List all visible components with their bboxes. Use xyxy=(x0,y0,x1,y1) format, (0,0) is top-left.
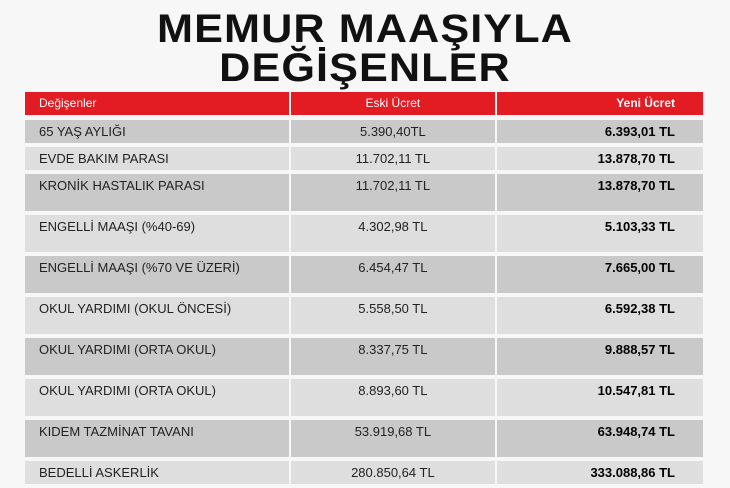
table-row: ENGELLİ MAAŞI (%70 VE ÜZERİ) 6.454,47 TL 7… xyxy=(25,256,703,293)
header-old: Eski Ücret xyxy=(291,92,495,115)
row-new-value: 5.103,33 TL xyxy=(496,215,703,252)
row-old-value: 5.390,40TL xyxy=(291,120,495,143)
row-old-value: 8.337,75 TL xyxy=(291,338,495,375)
table-row: KIDEM TAZMİNAT TAVANI 53.919,68 TL 63.948,… xyxy=(25,420,703,457)
header-new: Yeni Ücret xyxy=(496,92,703,115)
benefits-table: Değişenler Eski Ücret Yeni Ücret 65 YAŞ … xyxy=(25,92,703,488)
row-new-value: 6.592,38 TL xyxy=(496,297,703,334)
table-row: 65 YAŞ AYLIĞI 5.390,40TL 6.393,01 TL xyxy=(25,120,703,143)
row-old-value: 5.558,50 TL xyxy=(291,297,495,334)
row-new-value: 9.888,57 TL xyxy=(496,338,703,375)
table-header: Değişenler Eski Ücret Yeni Ücret xyxy=(25,92,703,115)
row-new-value: 13.878,70 TL xyxy=(496,174,703,211)
row-old-value: 11.702,11 TL xyxy=(291,174,495,211)
row-name: BEDELLİ ASKERLİK xyxy=(25,461,290,484)
row-old-value: 53.919,68 TL xyxy=(291,420,495,457)
row-new-value: 63.948,74 TL xyxy=(496,420,703,457)
header-name: Değişenler xyxy=(25,92,290,115)
row-name: OKUL YARDIMI (OKUL ÖNCESİ) xyxy=(25,297,290,334)
table-row: BEDELLİ ASKERLİK 280.850,64 TL 333.088,86 … xyxy=(25,461,703,484)
row-new-value: 10.547,81 TL xyxy=(496,379,703,416)
row-name: ENGELLİ MAAŞI (%40-69) xyxy=(25,215,290,252)
row-old-value: 8.893,60 TL xyxy=(291,379,495,416)
row-name: ENGELLİ MAAŞI (%70 VE ÜZERİ) xyxy=(25,256,290,293)
row-new-value: 333.088,86 TL xyxy=(496,461,703,484)
table-row: KRONİK HASTALIK PARASI 11.702,11 TL 13.878… xyxy=(25,174,703,211)
row-name: EVDE BAKIM PARASI xyxy=(25,147,290,170)
row-old-value: 6.454,47 TL xyxy=(291,256,495,293)
table-row: OKUL YARDIMI (ORTA OKUL) 8.337,75 TL 9.888… xyxy=(25,338,703,375)
row-new-value: 6.393,01 TL xyxy=(496,120,703,143)
row-name: 65 YAŞ AYLIĞI xyxy=(25,120,290,143)
row-name: KRONİK HASTALIK PARASI xyxy=(25,174,290,211)
row-old-value: 11.702,11 TL xyxy=(291,147,495,170)
table-row: OKUL YARDIMI (ORTA OKUL) 8.893,60 TL 10.54… xyxy=(25,379,703,416)
table-row: OKUL YARDIMI (OKUL ÖNCESİ) 5.558,50 TL 6.5… xyxy=(25,297,703,334)
title-line-1: MEMUR MAAŞIYLA xyxy=(157,7,573,51)
title-line-2: DEĞİŞENLER xyxy=(219,46,511,90)
row-new-value: 7.665,00 TL xyxy=(496,256,703,293)
row-name: KIDEM TAZMİNAT TAVANI xyxy=(25,420,290,457)
row-name: OKUL YARDIMI (ORTA OKUL) xyxy=(25,338,290,375)
table-row: ENGELLİ MAAŞI (%40-69) 4.302,98 TL 5.103,3… xyxy=(25,215,703,252)
row-old-value: 4.302,98 TL xyxy=(291,215,495,252)
row-new-value: 13.878,70 TL xyxy=(496,147,703,170)
table-row: EVDE BAKIM PARASI 11.702,11 TL 13.878,70 T… xyxy=(25,147,703,170)
row-name: OKUL YARDIMI (ORTA OKUL) xyxy=(25,379,290,416)
row-old-value: 280.850,64 TL xyxy=(291,461,495,484)
